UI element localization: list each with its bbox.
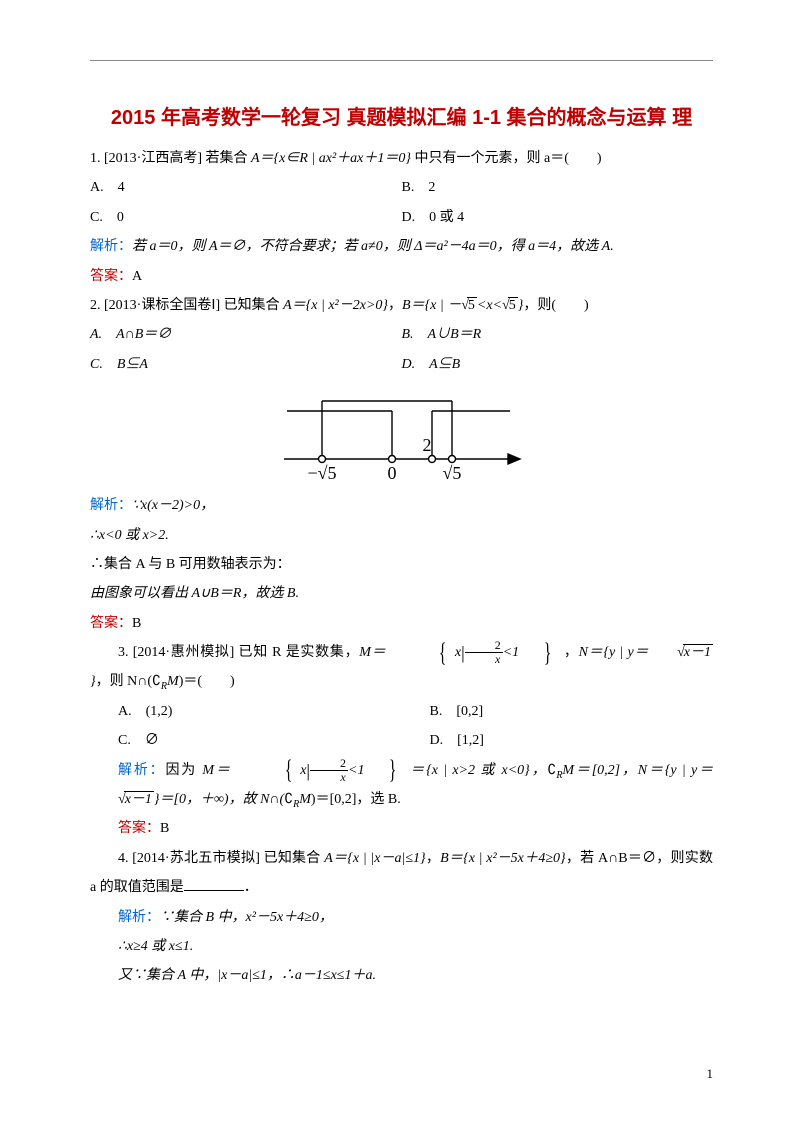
q4-line2: ∴x≥4 或 x≤1.: [90, 932, 713, 961]
q4-prefix: 4. [2014·苏北五市模拟] 已知集合: [118, 851, 324, 866]
q3-optC: C. ∅: [90, 726, 402, 755]
q1-optA: A. 4: [90, 173, 402, 202]
q3-options-row2: C. ∅ D. [1,2]: [90, 726, 713, 755]
q3-mid1: ，: [564, 645, 579, 660]
q3-ana-Meq: M＝: [202, 763, 231, 778]
q4-line1: ∵集合 B 中，x²－5x＋4≥0，: [160, 910, 333, 925]
svg-text:√5: √5: [442, 463, 461, 482]
q3-frac-num: 2: [465, 639, 503, 653]
q1-suffix: 中只有一个元素，则 a＝( ): [411, 151, 602, 166]
q1-options-row2: C. 0 D. 0 或 4: [90, 203, 713, 232]
q3a-N-rad: x－1: [124, 791, 154, 807]
svg-text:0: 0: [387, 463, 396, 482]
q3-Meq: M＝: [359, 645, 386, 660]
q1-optC: C. 0: [90, 203, 402, 232]
analysis-label: 解析：: [90, 498, 132, 513]
q4-setA: A＝{x | |x－a|≤1}: [324, 851, 425, 866]
q2-stem: 2. [2013·课标全国卷Ⅰ] 已知集合 A＝{x | x²－2x>0}，B＝…: [90, 291, 713, 320]
answer-label: 答案：: [90, 616, 132, 631]
q2-suffix: ，则( ): [523, 298, 588, 313]
sqrt5-2: 5: [508, 297, 518, 313]
q4-setB: B＝{x | x²－5x＋4≥0}: [440, 851, 566, 866]
q3-optA: A. (1,2): [90, 697, 402, 726]
q3-tail: )＝( ): [179, 674, 235, 689]
q1-analysis-text: 若 a＝0，则 A＝∅，不符合要求；若 a≠0，则 Δ＝a²－4a＝0，得 a＝…: [132, 239, 614, 254]
analysis-label: 解析：: [118, 910, 160, 925]
q4-mid: ，: [426, 851, 440, 866]
sqrt5-1: 5: [467, 297, 477, 313]
fill-blank: [184, 876, 244, 891]
q3-CR-M: M: [167, 674, 179, 689]
q2-line2: ∴x<0 或 x>2.: [90, 521, 713, 550]
q1-options-row1: A. 4 B. 2: [90, 173, 713, 202]
q4-suffix2: ．: [244, 880, 258, 895]
q4-line3: 又∵集合 A 中，|x－a|≤1，∴a－1≤x≤1＋a.: [90, 961, 713, 990]
q1-optD: D. 0 或 4: [402, 203, 714, 232]
q2-answer: 答案：B: [90, 609, 713, 638]
q3-ana-tail: )＝[0,2]，选 B.: [311, 792, 401, 807]
q3-answer: 答案：B: [90, 814, 713, 843]
q3-optB: B. [0,2]: [402, 697, 714, 726]
q2-optA: A. A∩B＝∅: [90, 320, 402, 349]
analysis-label: 解析：: [118, 763, 165, 778]
q3-ana-Neq-post: }＝[0，＋∞)，故 N∩(: [154, 792, 284, 807]
q2-line4-text: 由图象可以看出 A∪B＝R，故选 B.: [90, 586, 299, 601]
q2-options-row2: C. B⊆A D. A⊆B: [90, 350, 713, 379]
page-number: 1: [707, 1066, 714, 1082]
q2-answer-text: B: [132, 616, 141, 631]
q2-optD: D. A⊆B: [402, 350, 714, 379]
q2-prefix: 2. [2013·课标全国卷Ⅰ] 已知集合: [90, 298, 283, 313]
q2-setB-pre: B＝{x | －: [402, 298, 461, 313]
q3-ana-Neq-pre: N＝{y | y＝: [638, 763, 713, 778]
q3-mid2: ，则 N∩(: [96, 674, 152, 689]
q1-prefix: 1. [2013·江西高考] 若集合: [90, 151, 251, 166]
complement-icon: ∁: [547, 763, 556, 778]
svg-text:2: 2: [422, 435, 431, 455]
q1-answer-text: A: [132, 269, 142, 284]
q2-setA: A＝{x | x²－2x>0}: [283, 298, 388, 313]
q3-stem: 3. [2014·惠州模拟] 已知 R 是实数集，M＝{x|2x<1} ，N＝{…: [90, 638, 713, 697]
q3-optD: D. [1,2]: [402, 726, 714, 755]
q3b-CR-M: M: [299, 792, 311, 807]
q2-line1: ∵x(x－2)>0，: [132, 498, 214, 513]
q1-answer: 答案：A: [90, 262, 713, 291]
page-title: 2015 年高考数学一轮复习 真题模拟汇编 1-1 集合的概念与运算 理: [90, 100, 713, 136]
complement-icon: ∁: [284, 792, 293, 807]
q3-prefix: 3. [2014·惠州模拟] 已知 R 是实数集，: [118, 645, 359, 660]
q2-ana1: 解析：∵x(x－2)>0，: [90, 491, 713, 520]
q3-analysis: 解析：因为 M＝{x|2x<1} ＝{x | x>2 或 x<0}，∁RM＝[0…: [90, 756, 713, 815]
q3-Neq-pre: N＝{y | y＝: [579, 645, 650, 660]
q4-stem: 4. [2014·苏北五市模拟] 已知集合 A＝{x | |x－a|≤1}，B＝…: [90, 844, 713, 903]
q3-answer-text: B: [160, 821, 169, 836]
q4-ana1: 解析：∵集合 B 中，x²－5x＋4≥0，: [90, 903, 713, 932]
q2-between: ，: [388, 298, 402, 313]
q2-setB-mid: <x<: [477, 298, 502, 313]
q2-optB: B. A∪B＝R: [402, 327, 482, 342]
svg-text:−√5: −√5: [307, 463, 336, 482]
q3a-lt1: <1: [348, 763, 364, 778]
q3-lt1: <1: [503, 645, 519, 660]
q3-ana-set1: ＝{x | x>2 或 x<0}，: [410, 763, 547, 778]
q2-figure: 2 −√5 0 √5: [90, 387, 713, 487]
q3a-CR-M: M＝[0,2]，: [562, 763, 637, 778]
q1-analysis: 解析：若 a＝0，则 A＝∅，不符合要求；若 a≠0，则 Δ＝a²－4a＝0，得…: [90, 232, 713, 261]
q1-optB: B. 2: [402, 173, 714, 202]
q2-line3: ∴集合 A 与 B 可用数轴表示为：: [90, 550, 713, 579]
complement-icon: ∁: [152, 674, 161, 689]
q2-options-row1: A. A∩B＝∅ B. A∪B＝R: [90, 320, 713, 349]
q1-set: A＝{x∈R | ax²＋ax＋1＝0}: [251, 151, 411, 166]
analysis-label: 解析：: [90, 239, 132, 254]
q3a-frac-num: 2: [310, 757, 348, 771]
answer-label: 答案：: [90, 269, 132, 284]
answer-label: 答案：: [118, 821, 160, 836]
q2-line4: 由图象可以看出 A∪B＝R，故选 B.: [90, 579, 713, 608]
q1-stem: 1. [2013·江西高考] 若集合 A＝{x∈R | ax²＋ax＋1＝0} …: [90, 144, 713, 173]
q3-frac-den: x: [465, 653, 503, 666]
q3a-frac-den: x: [310, 771, 348, 784]
number-line-diagram: 2 −√5 0 √5: [282, 387, 522, 482]
q3-N-rad: x－1: [683, 644, 713, 660]
q2-optC: C. B⊆A: [90, 350, 402, 379]
q3-options-row1: A. (1,2) B. [0,2]: [90, 697, 713, 726]
q3-ana-pre: 因为: [165, 763, 202, 778]
